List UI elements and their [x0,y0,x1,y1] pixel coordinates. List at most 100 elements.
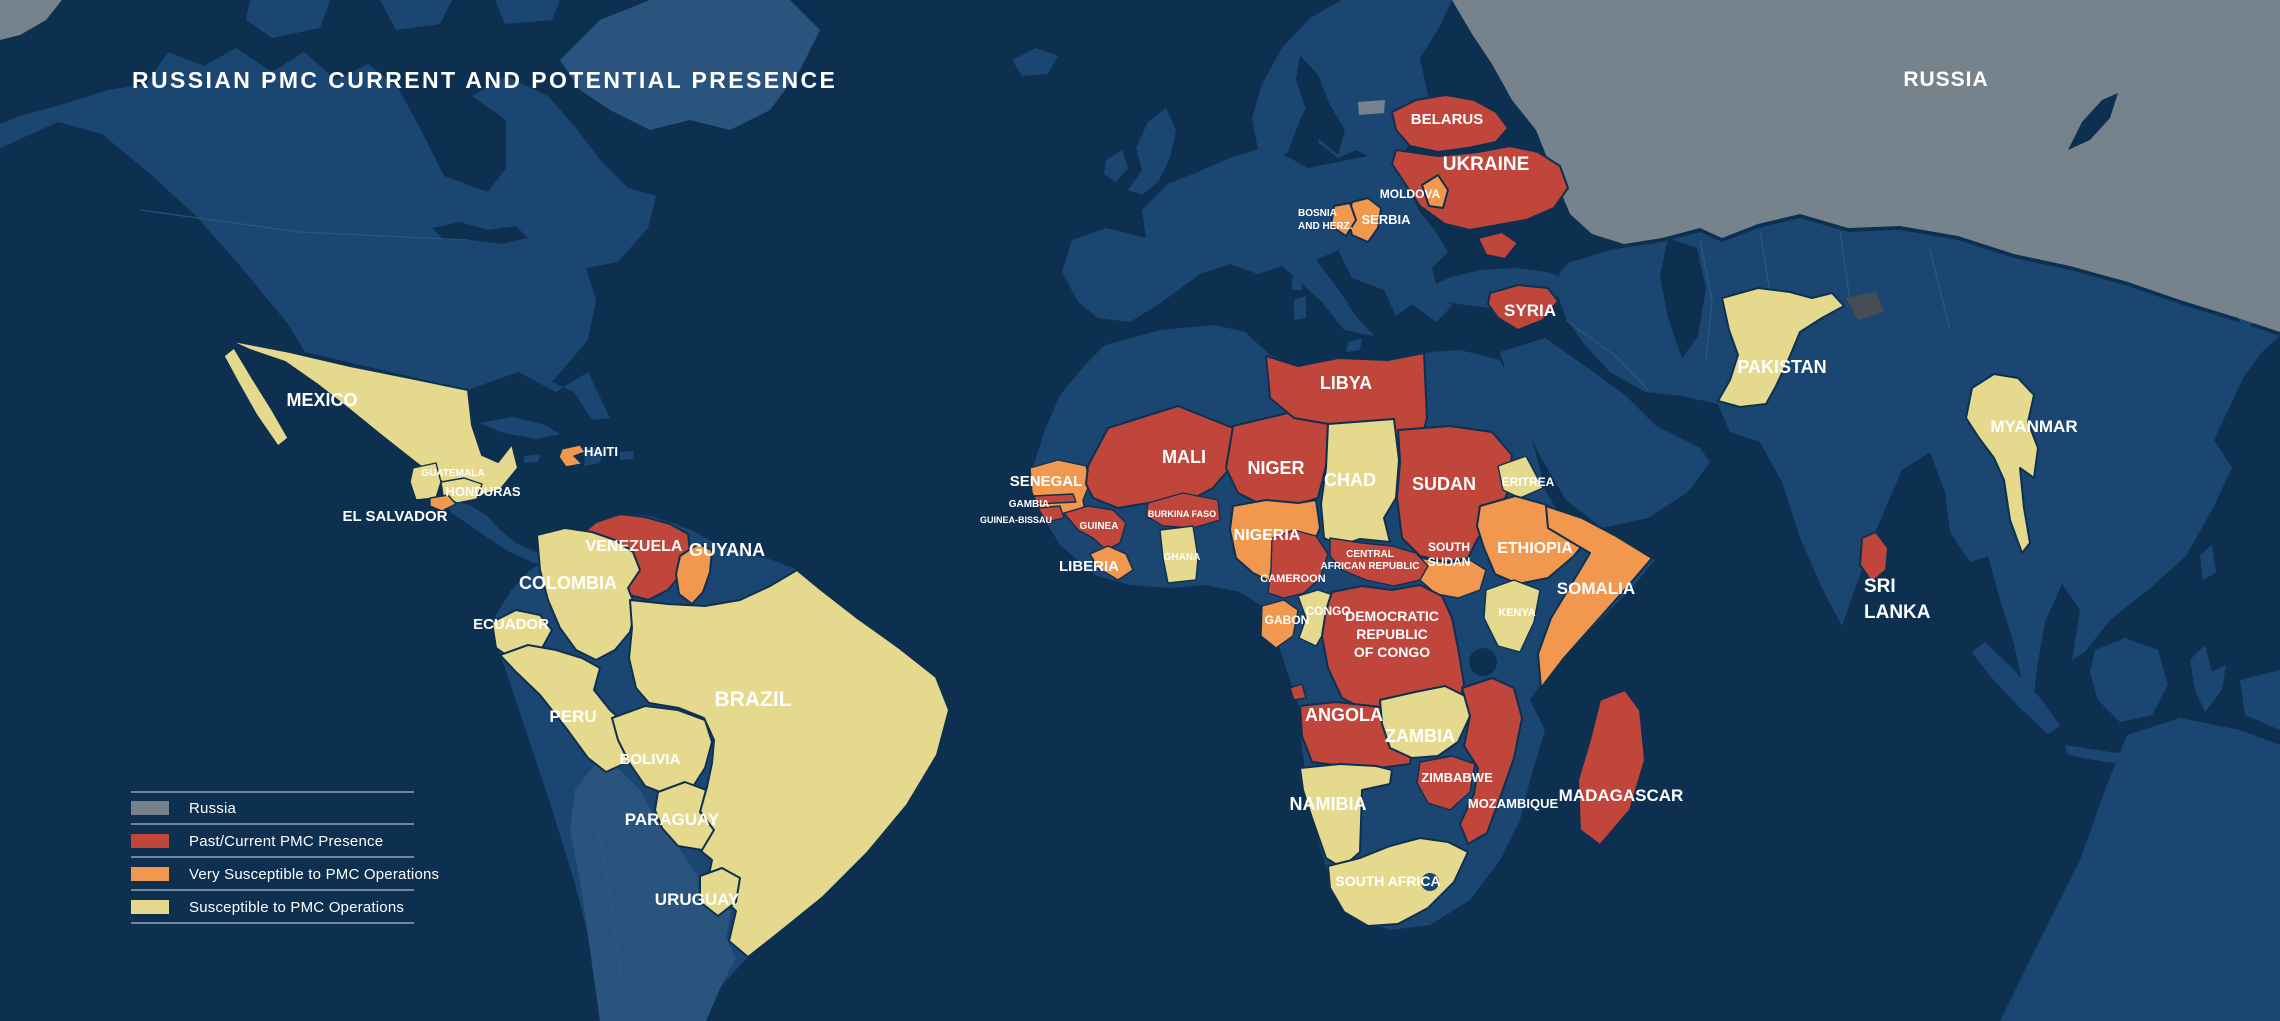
landmass-dominican-republic [584,447,603,466]
label-myanmar: MYANMAR [1990,417,2077,436]
map-labels: RUSSIA BELARUS UKRAINE MOLDOVA SERBIA BO… [286,68,2077,909]
label-ethiopia: ETHIOPIA [1497,540,1573,557]
landmass-ireland [1104,150,1128,182]
lake-victoria [1469,648,1497,676]
label-guyana: GUYANA [689,540,765,560]
russia-landmass [0,0,2280,332]
country-bolivia [611,705,713,796]
lesotho-enclave [1421,873,1439,891]
border-central-asia-3 [1839,231,1851,301]
legend-swatch-very-susceptible [131,867,169,881]
label-mozambique: MOZAMBIQUE [1468,796,1559,811]
label-burkina-faso: BURKINA FASO [1148,509,1216,519]
kashmir-region [1846,292,1884,320]
label-nigeria: NIGERIA [1234,527,1301,544]
label-honduras: HONDURAS [445,484,520,499]
landmass-australia [2000,718,2280,1021]
country-eritrea [1497,455,1544,499]
label-madagascar: MADAGASCAR [1559,786,1684,805]
country-chad [1320,418,1400,547]
country-gabon [1260,599,1299,649]
landmass-iceland [1012,48,1058,76]
landmass-greenland [560,0,820,130]
country-haiti [558,444,586,468]
country-russia-kaliningrad [1358,100,1385,115]
landmass-arabia [1500,338,1710,528]
label-congo: CONGO [1305,604,1350,618]
landmass-jamaica [524,454,540,463]
legend-swatch-russia [131,801,169,815]
country-el-salvador [429,494,457,512]
label-bolivia: BOLIVIA [620,751,681,768]
country-sri-lanka [1859,531,1889,583]
country-bosnia [1330,202,1357,237]
legend-label-past-current: Past/Current PMC Presence [189,833,383,850]
label-drc-line3: OF CONGO [1354,644,1430,660]
landmass-europe [1062,148,1452,336]
landmass-sumatra [1972,642,2060,734]
caspian-sea [1660,238,1706,358]
label-kenya: KENYA [1498,607,1536,619]
country-namibia [1299,763,1393,869]
country-madagascar [1577,689,1646,846]
country-zambia [1379,685,1471,759]
country-kenya [1483,579,1541,653]
country-myanmar [1965,373,2039,554]
label-brazil: BRAZIL [715,688,792,711]
country-paraguay [654,781,715,851]
landmass-uk [1128,108,1176,195]
label-car-line2: AFRICAN REPUBLIC [1321,561,1420,572]
baltic-sea [1296,55,1345,155]
label-sudan: SUDAN [1412,474,1476,494]
country-russia-chukotka [0,0,62,40]
label-car-line1: CENTRAL [1346,549,1394,560]
country-belarus [1391,94,1509,153]
border-china-1 [1929,249,1951,331]
label-drc-line2: REPUBLIC [1356,626,1428,642]
country-zimbabwe [1416,755,1476,811]
label-angola: ANGOLA [1305,705,1383,725]
country-ghana [1159,525,1199,584]
label-syria: SYRIA [1504,301,1556,320]
label-colombia: COLOMBIA [519,573,617,593]
landmass-sulawesi [2190,645,2226,712]
border-central-asia-1 [1699,239,1713,361]
label-mexico: MEXICO [286,390,357,410]
landmass-puerto-rico [620,451,634,460]
label-namibia: NAMIBIA [1290,794,1367,814]
inland-water [432,55,2118,676]
legend: Russia Past/Current PMC Presence Very Su… [131,791,439,924]
country-somalia [1537,505,1653,689]
label-bosnia-line2: AND HERZ. [1298,221,1353,232]
label-pakistan: PAKISTAN [1737,357,1826,377]
label-liberia: LIBERIA [1059,558,1119,575]
lake-baikal [2068,93,2118,150]
label-belarus: BELARUS [1411,111,1484,128]
country-angola-cabinda [1289,683,1307,701]
label-russia: RUSSIA [1903,68,1988,91]
landmass-new-guinea [2240,670,2280,730]
country-south-sudan [1419,557,1487,599]
label-ecuador: ECUADOR [473,616,549,633]
country-ukraine-crimea [1477,231,1519,260]
label-gabon: GABON [1265,613,1310,627]
categorized-countries [223,94,2039,958]
label-guinea-bissau: GUINEA-BISSAU [980,515,1052,525]
label-ghana: GHANA [1164,552,1201,563]
country-pakistan [1717,287,1845,408]
country-south-africa [1327,837,1469,927]
label-south-sudan-line1: SOUTH [1428,540,1470,554]
label-guinea: GUINEA [1080,521,1119,532]
label-cameroon: CAMEROON [1260,573,1325,585]
country-russia [1452,0,2280,332]
label-bosnia-line1: BOSNIA [1298,208,1337,219]
label-el-salvador: EL SALVADOR [342,508,447,525]
country-cameroon [1267,529,1329,599]
country-uruguay [699,867,741,917]
legend-swatch-susceptible [131,900,169,914]
legend-label-russia: Russia [189,800,237,817]
label-haiti: HAITI [584,444,618,459]
border-us-canada [139,209,469,241]
label-zambia: ZAMBIA [1385,726,1455,746]
